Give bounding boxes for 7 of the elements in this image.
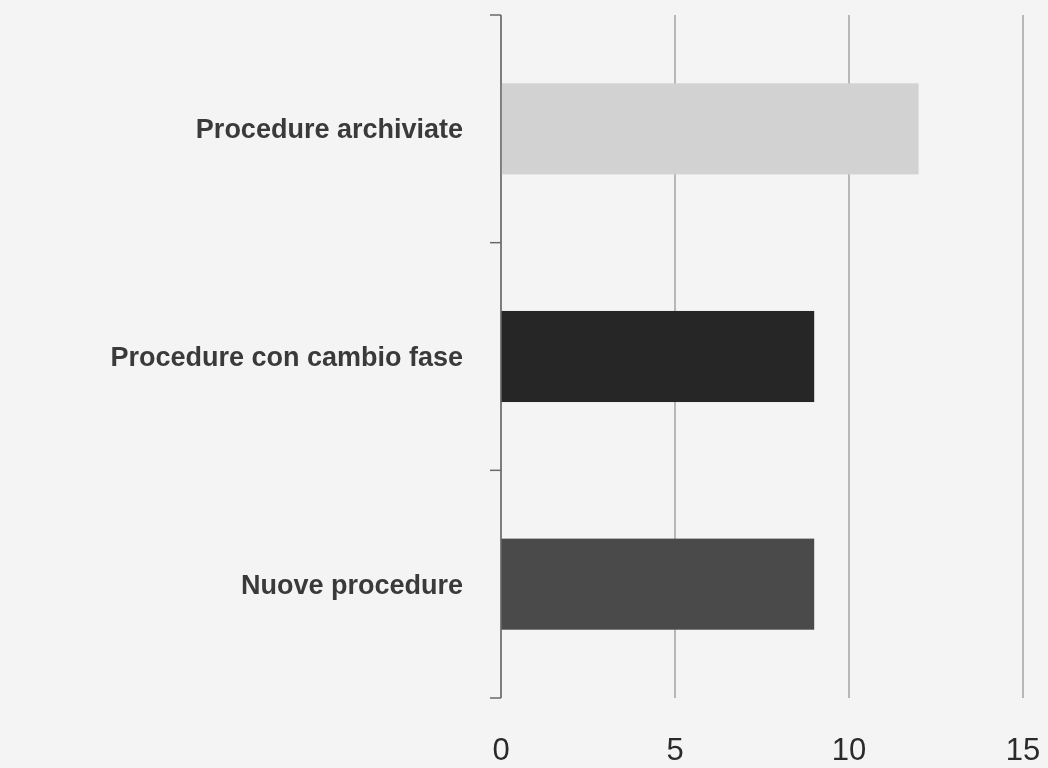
x-tick-label: 0 (492, 732, 510, 767)
y-tick-label: Nuove procedure (240, 569, 463, 600)
x-tick-label: 15 (1005, 732, 1041, 767)
y-tick-label: Procedure archiviate (195, 114, 463, 145)
y-tick-label: Procedure con cambio fase (110, 341, 463, 372)
x-tick-label: 10 (831, 732, 867, 767)
x-tick-label: 5 (666, 732, 684, 767)
